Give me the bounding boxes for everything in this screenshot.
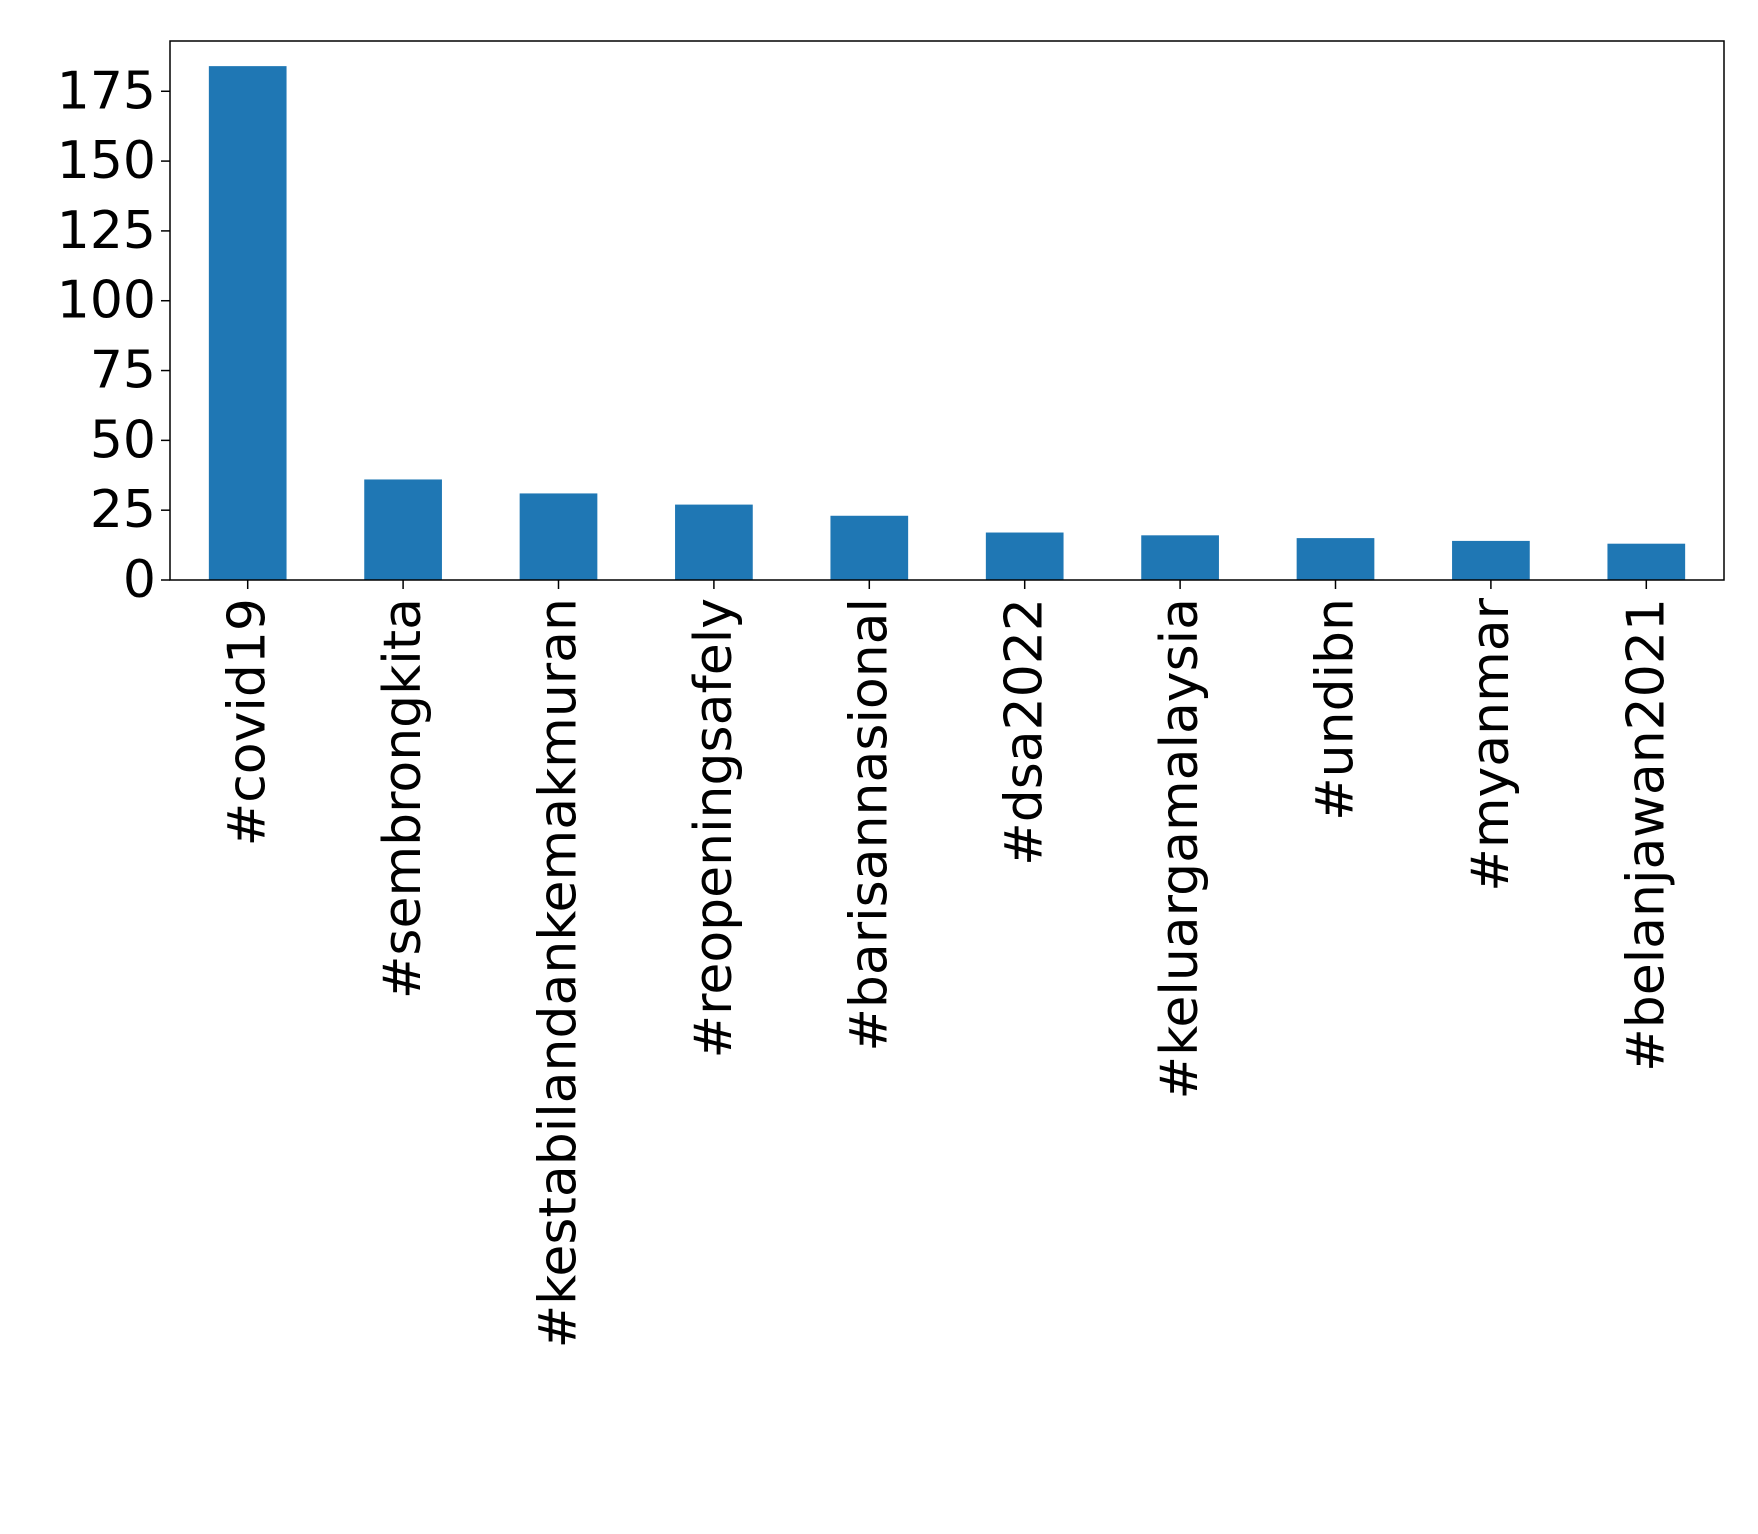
bar-keluargamalaysia bbox=[1141, 535, 1219, 580]
y-tick-label: 125 bbox=[57, 201, 156, 261]
x-tick-label: #myanmar bbox=[1461, 597, 1521, 891]
y-tick-label: 150 bbox=[57, 131, 156, 191]
bar-belanjawan2021 bbox=[1607, 543, 1686, 580]
bar-dsa2022 bbox=[985, 532, 1064, 580]
x-tick-label: #undibn bbox=[1306, 598, 1366, 821]
x-tick-label: #keluargamalaysia bbox=[1150, 598, 1210, 1099]
bar-kestabilandankemakmuran bbox=[519, 493, 598, 580]
y-tick-label: 75 bbox=[90, 341, 156, 401]
x-axis: #covid19 #sembrongkita #kestabilandankemak… bbox=[218, 580, 1676, 1348]
x-tick-label: #sembrongkita bbox=[373, 598, 433, 999]
bar-sembrongkita bbox=[364, 479, 442, 580]
y-tick-label: 0 bbox=[123, 550, 156, 610]
bar-reopeningsafely bbox=[675, 504, 753, 580]
y-tick-label: 100 bbox=[57, 271, 156, 331]
y-tick-label: 50 bbox=[90, 410, 156, 470]
y-axis: 0 25 50 75 100 125 150 175 bbox=[57, 61, 170, 610]
y-tick-label: 25 bbox=[90, 480, 156, 540]
x-tick-label: #dsa2022 bbox=[995, 598, 1055, 866]
x-tick-label: #covid19 bbox=[218, 598, 278, 846]
bar-undibn bbox=[1296, 538, 1375, 580]
bars-group bbox=[208, 66, 1686, 581]
bar-covid19 bbox=[208, 66, 287, 581]
x-tick-label: #kestabilandankemakmuran bbox=[529, 598, 589, 1348]
y-tick-label: 175 bbox=[57, 61, 156, 121]
x-tick-label: #reopeningsafely bbox=[684, 598, 744, 1058]
plot-frame bbox=[169, 40, 1725, 581]
x-tick-label: #belanjawan2021 bbox=[1616, 598, 1676, 1072]
bar-myanmar bbox=[1452, 540, 1530, 580]
bar-barisannasional bbox=[830, 515, 909, 580]
x-tick-label: #barisannasional bbox=[839, 598, 899, 1052]
